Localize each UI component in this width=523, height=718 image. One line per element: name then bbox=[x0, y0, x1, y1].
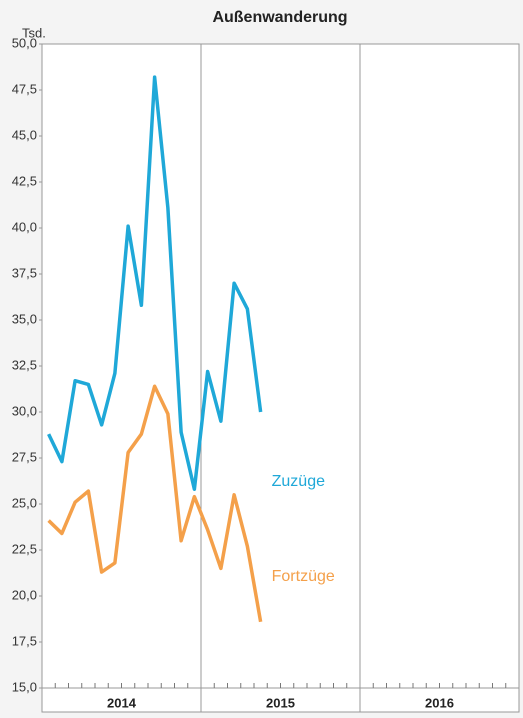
y-tick-label: 45,0 bbox=[12, 127, 37, 142]
series-label: Fortzüge bbox=[272, 568, 335, 585]
y-tick-label: 50,0 bbox=[12, 35, 37, 50]
year-label: 2016 bbox=[425, 695, 454, 710]
y-tick-label: 32,5 bbox=[12, 357, 37, 372]
y-tick-label: 30,0 bbox=[12, 403, 37, 418]
y-tick-label: 22,5 bbox=[12, 541, 37, 556]
y-unit: Tsd. bbox=[22, 25, 46, 40]
y-tick-label: 17,5 bbox=[12, 633, 37, 648]
y-tick-label: 25,0 bbox=[12, 495, 37, 510]
y-tick-label: 15,0 bbox=[12, 679, 37, 694]
y-tick-label: 42,5 bbox=[12, 173, 37, 188]
y-tick-label: 47,5 bbox=[12, 81, 37, 96]
year-label: 2014 bbox=[107, 695, 137, 710]
y-tick-label: 27,5 bbox=[12, 449, 37, 464]
chart-title: Außenwanderung bbox=[212, 9, 347, 26]
series-line bbox=[47, 75, 263, 492]
year-label: 2015 bbox=[266, 695, 295, 710]
plot-area bbox=[41, 43, 520, 713]
y-tick-label: 37,5 bbox=[12, 265, 37, 280]
y-tick-label: 40,0 bbox=[12, 219, 37, 234]
series-label: Zuzüge bbox=[272, 473, 325, 490]
series-line bbox=[47, 384, 263, 623]
y-tick-label: 35,0 bbox=[12, 311, 37, 326]
y-tick-label: 20,0 bbox=[12, 587, 37, 602]
